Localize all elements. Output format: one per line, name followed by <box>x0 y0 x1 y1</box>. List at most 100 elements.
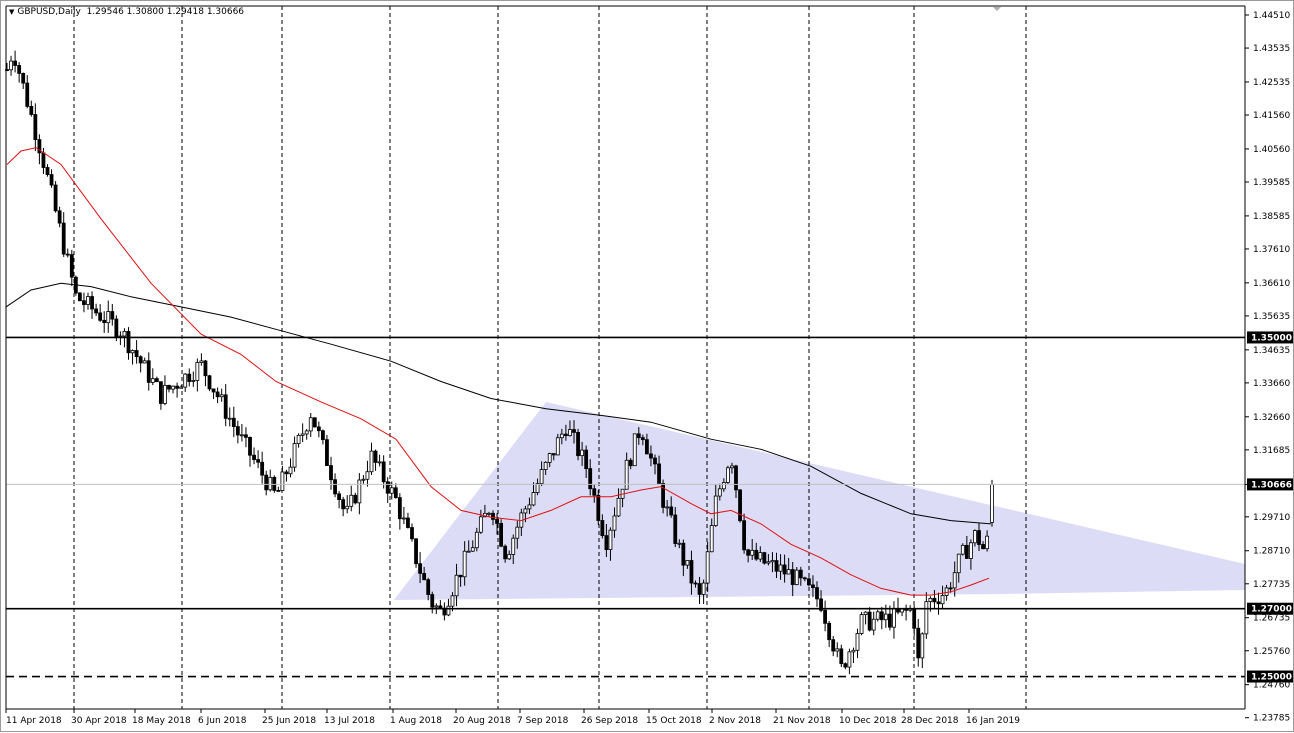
candle <box>426 577 431 601</box>
x-tick-label: 20 Aug 2018 <box>453 716 511 726</box>
candle <box>770 552 775 573</box>
candle-body <box>515 526 520 539</box>
candle-body <box>78 292 82 302</box>
candle <box>90 291 94 319</box>
candle-body <box>244 434 248 438</box>
candle <box>422 566 427 581</box>
candle-body <box>381 461 386 483</box>
candle-body <box>94 308 98 314</box>
candle <box>730 462 734 474</box>
candle <box>896 597 900 615</box>
candle <box>171 385 175 394</box>
candle-body <box>211 388 216 393</box>
candle-body <box>385 481 390 494</box>
candle-body <box>657 463 661 484</box>
candle-body <box>466 550 471 553</box>
candle-body <box>572 429 576 433</box>
symbol-label: GBPUSD,Daily <box>17 7 81 17</box>
collapse-triangle-icon[interactable]: ▼ <box>9 8 15 16</box>
candle <box>65 248 70 258</box>
candle-body <box>754 549 759 560</box>
candle <box>276 486 281 492</box>
candle-body <box>9 60 13 71</box>
y-tick-label: 1.43535 <box>1253 44 1290 54</box>
candle <box>559 428 564 445</box>
candle <box>835 642 840 658</box>
candle <box>632 433 637 467</box>
candle <box>414 538 418 568</box>
candle-body <box>499 523 504 547</box>
candle-body <box>948 587 953 590</box>
candle-body <box>61 222 66 255</box>
candle <box>365 460 370 487</box>
candle <box>547 452 552 468</box>
candle-body <box>102 319 107 324</box>
price-marker-bg <box>1247 670 1293 683</box>
candle-body <box>308 417 313 432</box>
candle <box>94 303 98 317</box>
candle <box>531 482 536 507</box>
candle-body <box>167 384 171 390</box>
candle-body <box>883 613 888 621</box>
candle-body <box>645 439 649 455</box>
candle-body <box>758 552 763 560</box>
candle <box>377 454 382 467</box>
candle-body <box>835 648 840 652</box>
candle <box>503 544 508 563</box>
candle <box>596 489 601 526</box>
candle <box>746 548 751 563</box>
candle <box>438 600 443 610</box>
price-marker-bg <box>1247 602 1293 615</box>
candle <box>564 424 568 441</box>
candle <box>150 368 155 386</box>
candle-body <box>774 560 779 572</box>
candle-body <box>397 497 402 520</box>
x-tick-label: 13 Jul 2018 <box>324 716 375 726</box>
candle-body <box>600 520 605 537</box>
candle <box>888 605 892 631</box>
candle <box>357 473 362 515</box>
candle-body <box>495 518 499 524</box>
candle <box>333 473 337 498</box>
candle <box>244 427 248 448</box>
candle <box>798 566 803 586</box>
candle-body <box>154 378 159 383</box>
price-marker-bg <box>1247 331 1293 344</box>
candle-body <box>936 601 941 605</box>
candle-body <box>438 605 443 609</box>
candle-body <box>807 578 811 586</box>
candle-body <box>377 461 382 464</box>
candle-body <box>596 494 601 521</box>
candle <box>146 352 151 391</box>
candle-body <box>329 465 333 481</box>
candle-body <box>187 373 192 382</box>
candle <box>843 662 848 670</box>
candle <box>341 496 346 517</box>
price-marker-label: 1.27000 <box>1251 605 1292 615</box>
moving-average-slow <box>5 282 992 525</box>
candle <box>815 581 819 607</box>
candle-body <box>239 434 244 437</box>
last-candle <box>990 479 994 527</box>
candle-body <box>551 453 556 456</box>
candle <box>726 465 730 485</box>
candle <box>604 524 609 557</box>
candle-body <box>555 437 560 456</box>
candle-body <box>462 550 467 578</box>
candle <box>588 459 593 496</box>
candle-body <box>280 471 285 491</box>
candle-body <box>539 469 544 484</box>
candle <box>57 206 62 228</box>
candle-body <box>790 569 795 585</box>
candle-body <box>284 471 289 475</box>
y-tick-label: 1.41560 <box>1253 111 1290 121</box>
candle <box>657 455 661 484</box>
candle-body <box>867 611 872 631</box>
candle <box>284 469 289 482</box>
candle <box>474 527 479 552</box>
candle <box>661 479 665 514</box>
candle <box>734 464 738 499</box>
candle <box>904 604 908 621</box>
